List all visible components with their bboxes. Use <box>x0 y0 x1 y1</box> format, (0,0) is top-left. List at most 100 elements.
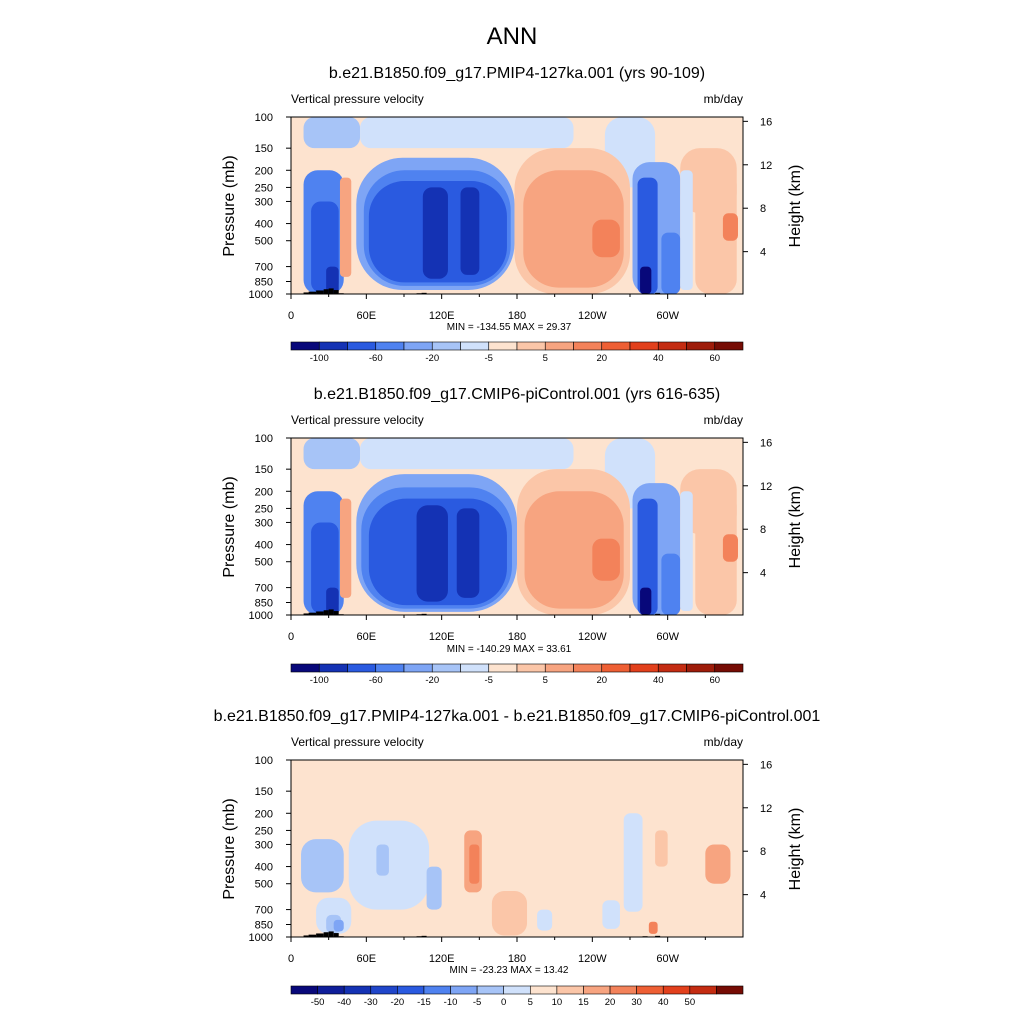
panel-2-colorbar-swatch <box>544 663 574 673</box>
panel-3-colorbar-label: 10 <box>552 997 563 1008</box>
panel-2-topography <box>323 610 329 615</box>
panel-2-left-string: Vertical pressure velocity <box>291 413 424 427</box>
panel-1-topography <box>303 292 309 294</box>
panel-3-colorbar-swatch <box>450 985 478 995</box>
panel-1-title: b.e21.B1850.f09_g17.PMIP4-127ka.001 (yrs… <box>329 65 705 82</box>
panel-1-contour-region-19 <box>640 266 652 294</box>
panel-3-y-tick-label: 1000 <box>249 932 273 944</box>
panel-1-contour-region-1 <box>360 117 574 149</box>
panel-1-topography <box>316 290 324 294</box>
panel-1-colorbar: -100 -60 -20 -5 5 20 40 60 <box>290 341 744 364</box>
panel-1-colorbar-label: 20 <box>596 353 607 364</box>
panel-2-colorbar-swatch <box>431 663 461 673</box>
panel-1-colorbar-swatch <box>460 341 490 351</box>
panel-2-contour-region-20 <box>661 553 681 615</box>
panel-2-colorbar-swatch <box>686 663 716 673</box>
panel-3-colorbar-label: 50 <box>685 997 696 1008</box>
panel-3-topography <box>303 935 309 937</box>
panel-1-contour-region-18 <box>637 177 658 294</box>
panel-1-x-tick-label: 60W <box>656 310 679 322</box>
panel-3-x-tick-label: 60W <box>656 953 679 965</box>
panel-3-colorbar-swatch <box>609 985 637 995</box>
panel-2: b.e21.B1850.f09_g17.CMIP6-piControl.001 … <box>221 386 804 686</box>
panel-3-topography <box>316 933 324 937</box>
panel-3-colorbar-label: -30 <box>364 997 378 1008</box>
panel-2-stats: MIN = -140.29 MAX = 33.61 <box>447 644 572 655</box>
panel-1-y-tick-label: 850 <box>255 277 273 289</box>
panel-3-field <box>291 760 743 937</box>
panel-1-x-tick-label: 180 <box>508 310 526 322</box>
panel-1-contour-region-16 <box>592 219 620 258</box>
panel-3-topography <box>328 931 334 937</box>
panel-1-contour-region-8 <box>339 177 352 277</box>
panel-3-y-tick-right-label: 16 <box>760 759 772 771</box>
panel-3-colorbar-swatch <box>397 985 425 995</box>
panel-2-contour-region-1 <box>360 438 574 470</box>
panel-3-contour-region-0 <box>301 839 344 893</box>
panel-1-y-tick-label: 400 <box>255 219 273 231</box>
panel-2-right-string: mb/day <box>704 413 743 427</box>
panel-3-y-tick-label: 100 <box>255 755 273 767</box>
panel-1-y-tick-label: 500 <box>255 236 273 248</box>
panel-3-colorbar-swatch <box>503 985 531 995</box>
panel-1-colorbar-swatch <box>375 341 405 351</box>
panel-3-y-label-right: Height (km) <box>787 808 804 891</box>
panel-3-topography <box>421 935 427 937</box>
panel-1-colorbar-swatch <box>431 341 461 351</box>
panel-1-y-tick-label: 150 <box>255 143 273 155</box>
panel-3-contour-region-4 <box>348 820 430 910</box>
panel-2-x-tick-label: 120W <box>578 631 607 643</box>
panel-2-x-tick-label: 0 <box>288 631 294 643</box>
panel-2-y-tick-right-label: 12 <box>760 481 772 493</box>
panel-1-y-label-right: Height (km) <box>787 165 804 248</box>
panel-1-contour-region-21 <box>680 170 693 291</box>
panel-1-field <box>291 117 743 294</box>
panel-2-x-tick-label: 180 <box>508 631 526 643</box>
panel-2-contour-region-21 <box>680 491 693 612</box>
panel-3-colorbar-label: 20 <box>605 997 616 1008</box>
panel-1-y-tick-right-label: 16 <box>760 116 772 128</box>
panel-3-contour-region-8 <box>469 844 480 884</box>
panel-2-colorbar-label: 40 <box>653 675 664 686</box>
panel-1-y-tick-right-label: 12 <box>760 160 772 172</box>
panel-2-colorbar-label: -100 <box>310 675 329 686</box>
panel-2-contour-region-19 <box>640 587 652 615</box>
panel-2-colorbar-label: -20 <box>425 675 439 686</box>
panel-2-contour-region-22 <box>695 491 737 615</box>
panel-2-colorbar-swatch <box>629 663 659 673</box>
panel-1-colorbar-swatch <box>290 341 320 351</box>
panel-3-y-tick-right-label: 4 <box>760 890 766 902</box>
panel-2-colorbar: -100 -60 -20 -5 5 20 40 60 <box>290 663 744 686</box>
panel-3-y-tick-label: 250 <box>255 825 273 837</box>
panel-3-colorbar-label: 40 <box>658 997 669 1008</box>
panel-2-title: b.e21.B1850.f09_g17.CMIP6-piControl.001 … <box>314 386 720 403</box>
panel-1-y-tick-right-label: 4 <box>760 247 766 259</box>
panel-2-y-tick-label: 250 <box>255 503 273 515</box>
panel-2-colorbar-label: -5 <box>485 675 493 686</box>
panel-1-topography <box>328 288 334 294</box>
panel-3-contour-region-5 <box>376 844 389 876</box>
panel-3-colorbar-swatch <box>689 985 717 995</box>
panel-1-y-tick-label: 700 <box>255 262 273 274</box>
panel-3-contour-region-13 <box>655 830 668 867</box>
panel-1-y-label: Pressure (mb) <box>221 155 238 256</box>
panel-2-y-tick-label: 400 <box>255 540 273 552</box>
panel-3: b.e21.B1850.f09_g17.PMIP4-127ka.001 - b.… <box>214 708 821 1008</box>
panel-2-topography <box>328 609 334 615</box>
panel-3-y-tick-label: 150 <box>255 786 273 798</box>
panel-2-contour-region-13 <box>456 508 480 598</box>
panel-3-colorbar-swatch <box>317 985 345 995</box>
panel-1-colorbar-swatch <box>657 341 687 351</box>
panel-2-contour-region-7 <box>326 587 339 615</box>
panel-3-contour-region-15 <box>648 921 658 934</box>
panel-2-colorbar-swatch <box>290 663 320 673</box>
panel-2-topography <box>303 613 309 615</box>
panel-1-topography <box>421 292 427 294</box>
panel-3-colorbar-swatch <box>556 985 584 995</box>
panel-3-colorbar-swatch <box>716 985 744 995</box>
panel-2-x-tick-label: 120E <box>429 631 455 643</box>
panel-1-y-tick-label: 100 <box>255 112 273 124</box>
panel-1-x-tick-label: 0 <box>288 310 294 322</box>
